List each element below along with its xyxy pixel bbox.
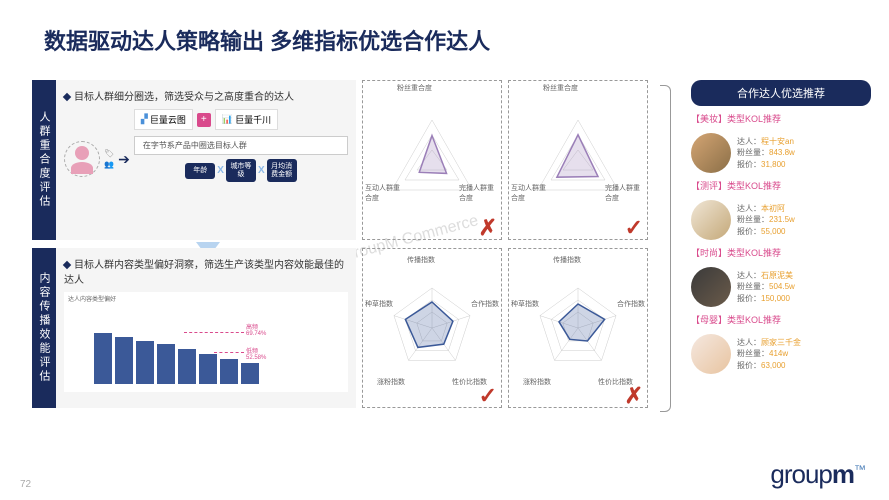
pentagon-radar-1 xyxy=(372,273,492,383)
persona-icon xyxy=(64,141,100,177)
tab-content-spread: 内容传播效能评估 xyxy=(32,248,56,408)
recommendations: 【美妆】类型KOL推荐达人：程十安an粉丝量：843.8w报价：31,800 【测… xyxy=(691,112,871,374)
rec-info: 达人：程十安an粉丝量：843.8w报价：31,800 xyxy=(737,136,795,170)
pl-4: 涨粉指数 xyxy=(377,377,405,387)
mark-v-1: ✓ xyxy=(625,215,643,241)
pill-age: 年龄 xyxy=(185,163,215,179)
side-panel: 合作达人优选推荐 【美妆】类型KOL推荐达人：程十安an粉丝量：843.8w报价… xyxy=(691,80,871,374)
side-head: 合作达人优选推荐 xyxy=(691,80,871,106)
page-number: 72 xyxy=(20,479,31,490)
page-title: 数据驱动达人策略输出 多维指标优选合作达人 xyxy=(44,24,490,56)
pl-1: 传播指数 xyxy=(407,255,435,265)
rec-item: 达人：本初阿粉丝量：231.5w报价：55,000 xyxy=(691,200,871,240)
rl-4: 粉丝重合度 xyxy=(543,83,578,93)
flow-row: 🏷👥 ➔ 在字节系产品中圈选目标人群 年龄 X 城市等级 X 月均消费金额 xyxy=(64,136,348,182)
avatar xyxy=(691,334,731,374)
rl-1: 粉丝重合度 xyxy=(397,83,432,93)
rl-2: 完播人群重合度 xyxy=(459,183,499,203)
tab-audience-overlap: 人群重合度评估 xyxy=(32,80,56,240)
anno-2: 低频52.58% xyxy=(246,346,266,361)
rec-item: 达人：顾家三千金粉丝量：414w报价：63,000 xyxy=(691,334,871,374)
panel-1: 目标人群细分圈选，筛选受众与之高度重合的达人 ▞巨量云图 + 📊巨量千川 🏷👥 … xyxy=(56,80,356,240)
pl-7: 合作指数 xyxy=(617,299,645,309)
radar-box-2a: 传播指数 合作指数 性价比指数 涨粉指数 种草指数 ✓ xyxy=(362,248,502,408)
chart-title: 达人内容类型偏好 xyxy=(68,294,116,303)
brand-2: 📊巨量千川 xyxy=(215,109,278,130)
arrow-icon: ➔ xyxy=(118,151,130,168)
plus-icon: + xyxy=(197,113,211,127)
mark-v-2: ✓ xyxy=(479,383,497,409)
rec-info: 达人：顾家三千金粉丝量：414w报价：63,000 xyxy=(737,337,801,371)
pentagon-radar-2 xyxy=(518,273,638,383)
brand-1: ▞巨量云图 xyxy=(134,109,193,130)
pl-2: 合作指数 xyxy=(471,299,499,309)
pl-10: 种草指数 xyxy=(511,299,539,309)
panel-2: 目标人群内容类型偏好洞察，筛选生产该类型内容效能最佳的达人 达人内容类型偏好 高… xyxy=(56,248,356,408)
main-content: 人群重合度评估 目标人群细分圈选，筛选受众与之高度重合的达人 ▞巨量云图 + 📊… xyxy=(32,80,648,416)
avatar xyxy=(691,200,731,240)
bar-chart: 达人内容类型偏好 高频69.74% 低频52.58% xyxy=(64,292,348,392)
rl-3: 互动人群重合度 xyxy=(365,183,405,203)
radar-box-1b: 粉丝重合度 完播人群重合度 互动人群重合度 ✓ xyxy=(508,80,648,240)
rec-item: 达人：程十安an粉丝量：843.8w报价：31,800 xyxy=(691,133,871,173)
brand-row: ▞巨量云图 + 📊巨量千川 xyxy=(64,109,348,130)
pill-city: 城市等级 xyxy=(226,159,256,182)
rl-5: 完播人群重合度 xyxy=(605,183,645,203)
bracket-icon xyxy=(660,85,674,410)
desc-box: 在字节系产品中圈选目标人群 xyxy=(134,136,348,155)
section-2: 内容传播效能评估 目标人群内容类型偏好洞察，筛选生产该类型内容效能最佳的达人 达… xyxy=(32,248,648,408)
avatar xyxy=(691,267,731,307)
rec-info: 达人：本初阿粉丝量：231.5w报价：55,000 xyxy=(737,203,795,237)
rec-tag: 【测评】类型KOL推荐 xyxy=(691,179,871,192)
pl-9: 涨粉指数 xyxy=(523,377,551,387)
anno-line-2 xyxy=(214,352,244,353)
mark-x-1: ✗ xyxy=(479,215,497,241)
radar-box-2b: 传播指数 合作指数 性价比指数 涨粉指数 种草指数 ✗ xyxy=(508,248,648,408)
mark-x-2: ✗ xyxy=(625,383,643,409)
pl-6: 传播指数 xyxy=(553,255,581,265)
avatar xyxy=(691,133,731,173)
pill-spend: 月均消费金额 xyxy=(267,159,297,182)
rec-tag: 【母婴】类型KOL推荐 xyxy=(691,313,871,326)
section-1: 人群重合度评估 目标人群细分圈选，筛选受众与之高度重合的达人 ▞巨量云图 + 📊… xyxy=(32,80,648,240)
anno-1: 高频69.74% xyxy=(246,322,266,337)
pill-row: 年龄 X 城市等级 X 月均消费金额 xyxy=(134,159,348,182)
rec-item: 达人：石原泥美粉丝量：504.5w报价：150,000 xyxy=(691,267,871,307)
tag-icons: 🏷👥 xyxy=(104,149,114,169)
bars xyxy=(94,324,259,384)
logo: groupm™ xyxy=(770,459,865,490)
sep-1: X xyxy=(217,165,224,176)
rec-tag: 【时尚】类型KOL推荐 xyxy=(691,246,871,259)
radar-box-1a: 粉丝重合度 完播人群重合度 互动人群重合度 ✗ xyxy=(362,80,502,240)
rec-info: 达人：石原泥美粉丝量：504.5w报价：150,000 xyxy=(737,270,795,304)
sep-2: X xyxy=(258,165,265,176)
panel-2-head: 目标人群内容类型偏好洞察，筛选生产该类型内容效能最佳的达人 xyxy=(64,256,348,286)
panel-1-head: 目标人群细分圈选，筛选受众与之高度重合的达人 xyxy=(64,88,348,103)
rec-tag: 【美妆】类型KOL推荐 xyxy=(691,112,871,125)
rl-6: 互动人群重合度 xyxy=(511,183,551,203)
pl-5: 种草指数 xyxy=(365,299,393,309)
left-column: 人群重合度评估 目标人群细分圈选，筛选受众与之高度重合的达人 ▞巨量云图 + 📊… xyxy=(32,80,648,416)
radar-zone-1: 粉丝重合度 完播人群重合度 互动人群重合度 ✗ 粉丝重合度 完播人群重合度 互动… xyxy=(362,80,648,240)
radar-zone-2: 传播指数 合作指数 性价比指数 涨粉指数 种草指数 ✓ 传播指数 合作指数 性价… xyxy=(362,248,648,408)
anno-line-1 xyxy=(184,332,244,333)
